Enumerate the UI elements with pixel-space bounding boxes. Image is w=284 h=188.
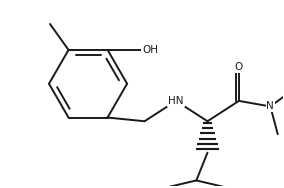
Text: N: N (266, 102, 274, 111)
Text: O: O (235, 62, 243, 72)
Text: OH: OH (142, 45, 158, 55)
Text: HN: HN (168, 96, 184, 106)
